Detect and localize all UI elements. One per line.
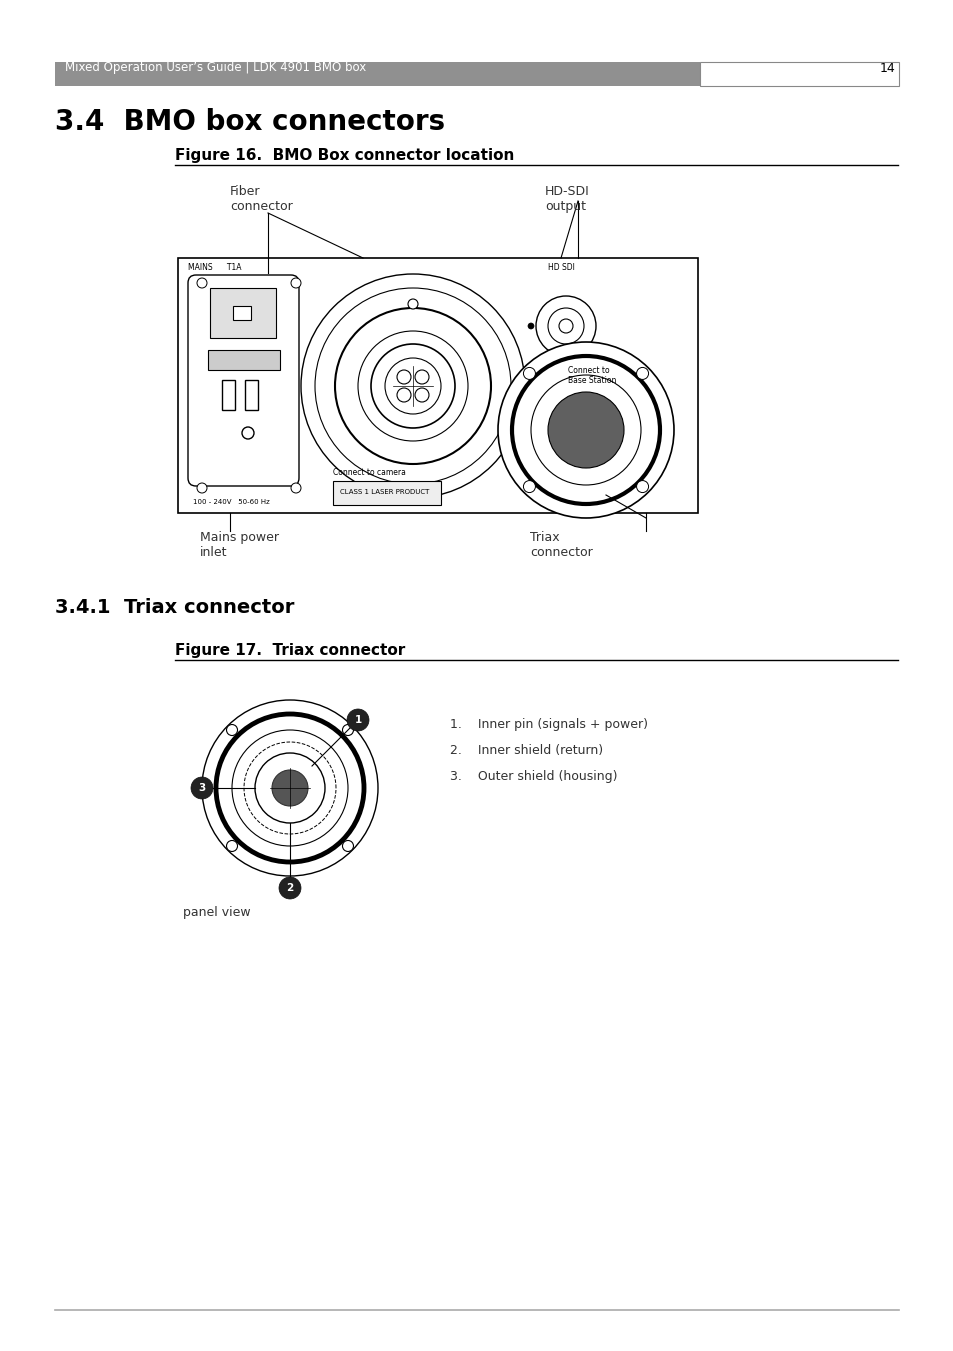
Text: 2.    Inner shield (return): 2. Inner shield (return) [450, 744, 602, 757]
Bar [233, 305, 251, 320]
Text: Figure 17.  Triax connector: Figure 17. Triax connector [174, 643, 405, 658]
Circle shape [215, 713, 364, 862]
Circle shape [357, 331, 468, 440]
Bar [222, 380, 234, 409]
Text: 1.    Inner pin (signals + power): 1. Inner pin (signals + power) [450, 717, 647, 731]
Bar [55, 62, 700, 86]
Text: CLASS 1 LASER PRODUCT: CLASS 1 LASER PRODUCT [339, 489, 429, 494]
Circle shape [335, 308, 491, 463]
Text: MAINS      T1A: MAINS T1A [188, 263, 241, 272]
Text: Mains power
inlet: Mains power inlet [200, 531, 278, 559]
Bar [700, 62, 898, 86]
Text: Connect to
Base Station: Connect to Base Station [567, 366, 616, 385]
Circle shape [527, 323, 534, 330]
FancyBboxPatch shape [188, 276, 298, 486]
Circle shape [415, 370, 429, 384]
Circle shape [385, 358, 440, 413]
Text: 2: 2 [286, 884, 294, 893]
Bar [210, 288, 275, 338]
Circle shape [636, 481, 648, 493]
Text: 100 - 240V   50-60 Hz: 100 - 240V 50-60 Hz [193, 499, 270, 505]
Circle shape [547, 392, 623, 467]
Circle shape [196, 278, 207, 288]
Text: HD-SDI
output: HD-SDI output [544, 185, 589, 213]
Text: 3: 3 [198, 784, 206, 793]
Text: Mixed Operation User’s Guide | LDK 4901 BMO box: Mixed Operation User’s Guide | LDK 4901 … [65, 62, 366, 74]
Bar [333, 481, 440, 505]
Circle shape [415, 388, 429, 403]
Circle shape [347, 709, 369, 731]
Circle shape [291, 484, 301, 493]
Circle shape [497, 342, 673, 517]
Circle shape [371, 345, 455, 428]
Text: 3.4  BMO box connectors: 3.4 BMO box connectors [55, 108, 445, 136]
Text: 3.    Outer shield (housing): 3. Outer shield (housing) [450, 770, 617, 784]
Bar [178, 258, 698, 513]
Circle shape [342, 840, 354, 851]
Bar [245, 380, 257, 409]
Circle shape [523, 367, 535, 380]
Circle shape [196, 484, 207, 493]
Circle shape [191, 777, 213, 798]
Circle shape [558, 319, 573, 332]
Circle shape [226, 840, 237, 851]
Circle shape [396, 370, 411, 384]
Bar [208, 350, 280, 370]
Text: panel view: panel view [183, 907, 251, 919]
Circle shape [242, 427, 253, 439]
Text: Connect to camera: Connect to camera [333, 467, 405, 477]
Circle shape [536, 296, 596, 357]
Circle shape [272, 770, 308, 807]
Circle shape [314, 288, 511, 484]
Text: Figure 16.  BMO Box connector location: Figure 16. BMO Box connector location [174, 149, 514, 163]
Circle shape [547, 308, 583, 345]
Text: HD SDI: HD SDI [547, 263, 575, 272]
Circle shape [301, 274, 524, 499]
Circle shape [291, 278, 301, 288]
Circle shape [226, 724, 237, 735]
Circle shape [278, 877, 301, 898]
Text: 14: 14 [879, 62, 894, 74]
Circle shape [342, 724, 354, 735]
Circle shape [396, 388, 411, 403]
Text: 3.4.1  Triax connector: 3.4.1 Triax connector [55, 598, 294, 617]
Circle shape [232, 730, 348, 846]
Circle shape [531, 376, 640, 485]
Circle shape [512, 357, 659, 504]
Text: Fiber
connector: Fiber connector [230, 185, 293, 213]
Circle shape [202, 700, 377, 875]
Circle shape [523, 481, 535, 493]
Text: Triax
connector: Triax connector [530, 531, 592, 559]
Circle shape [408, 299, 417, 309]
Circle shape [254, 753, 325, 823]
Text: 1: 1 [354, 715, 361, 725]
Circle shape [636, 367, 648, 380]
